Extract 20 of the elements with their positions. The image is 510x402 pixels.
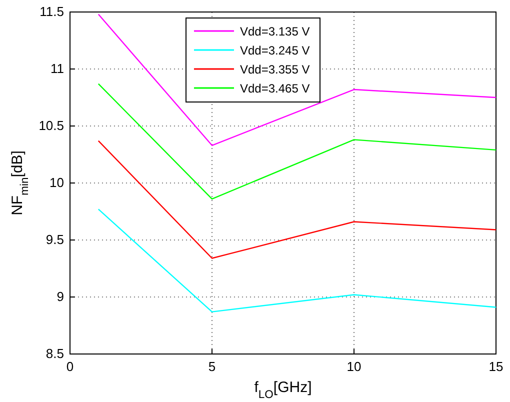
- x-tick-label: 0: [66, 359, 74, 374]
- y-tick-label: 8.5: [46, 346, 64, 362]
- y-tick-label: 10.5: [38, 118, 64, 134]
- line-series: [98, 208, 497, 312]
- legend-label: Vdd=3.135 V: [240, 24, 310, 38]
- x-axis-title: f$_{LO}$[GHz]: [254, 379, 312, 401]
- line-series: [98, 83, 497, 200]
- y-tick-label: 11.5: [40, 4, 64, 20]
- y-tick-label: 10: [50, 175, 64, 190]
- x-tick-label: 5: [208, 359, 216, 374]
- line-series: [98, 140, 497, 259]
- x-tick-label: 15: [488, 359, 504, 374]
- legend-label: Vdd=3.245 V: [240, 44, 310, 58]
- legend-label: Vdd=3.355 V: [240, 62, 310, 76]
- y-tick-label: 11: [50, 61, 64, 76]
- y-tick-label: 9.5: [46, 232, 64, 248]
- y-tick-label: 9: [56, 289, 64, 304]
- legend-label: Vdd=3.465 V: [240, 82, 310, 96]
- x-tick-label: 10: [346, 359, 362, 374]
- line-series: [98, 14, 497, 146]
